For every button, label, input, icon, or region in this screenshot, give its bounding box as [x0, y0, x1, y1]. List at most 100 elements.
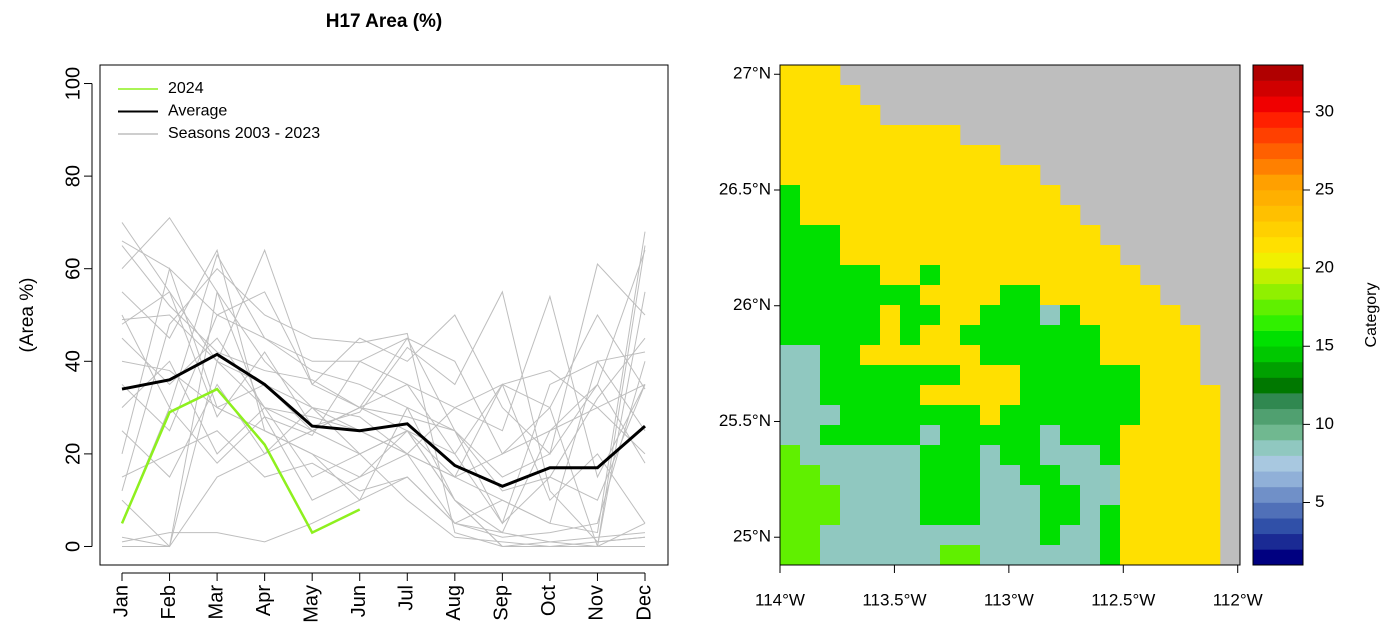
map-cell [880, 525, 901, 546]
colorbar-label: Category [1363, 283, 1380, 348]
season-line [121, 476, 646, 547]
map-cell [1200, 445, 1221, 466]
map-cell [840, 125, 861, 146]
map-cell [1020, 285, 1041, 306]
map-cell [860, 245, 881, 266]
map-cell [940, 445, 961, 466]
map-cell [1060, 325, 1081, 346]
map-cell [960, 345, 981, 366]
map-cell [1100, 545, 1121, 566]
map-cell [780, 445, 801, 466]
map-cell [920, 545, 941, 566]
map-cell [1040, 365, 1061, 386]
map-cell [960, 305, 981, 326]
map-cell [840, 325, 861, 346]
map-cell [960, 465, 981, 486]
map-cell [1020, 225, 1041, 246]
map-cell [860, 425, 881, 446]
map-cell [1040, 465, 1061, 486]
map-cell [1080, 425, 1101, 446]
map-cell [880, 505, 901, 526]
map-cell [880, 485, 901, 506]
map-cell [1080, 465, 1101, 486]
map-cell [900, 125, 921, 146]
map-cell [1000, 305, 1021, 326]
map-cell [1000, 185, 1021, 206]
map-cell [1160, 505, 1181, 526]
map-cell [1100, 425, 1121, 446]
map-cell [840, 525, 861, 546]
map-cell [1040, 505, 1061, 526]
map-cell [920, 185, 941, 206]
colorbar-tick-label: 25 [1315, 179, 1334, 198]
colorbar-swatch [1253, 440, 1303, 456]
map-cell [820, 305, 841, 326]
map-cell [800, 485, 821, 506]
map-cell [960, 385, 981, 406]
map-cell [1020, 465, 1041, 486]
y-tick-label: 100 [62, 67, 84, 100]
map-cell [980, 385, 1001, 406]
map-cell [780, 245, 801, 266]
map-cell [900, 245, 921, 266]
map-cell [780, 345, 801, 366]
map-cell [900, 145, 921, 166]
map-cell [1040, 525, 1061, 546]
colorbar-swatch [1253, 127, 1303, 144]
map-cell [920, 405, 941, 426]
map-cell [780, 305, 801, 326]
map-cell [820, 365, 841, 386]
map-cell [860, 205, 881, 226]
map-cell [980, 285, 1001, 306]
map-cell [800, 365, 821, 386]
map-cell [1180, 345, 1201, 366]
map-cell [840, 105, 861, 126]
map-cell [1080, 385, 1101, 406]
map-cell [1140, 445, 1161, 466]
colorbar-swatch [1253, 502, 1303, 519]
map-cell [840, 365, 861, 386]
y-tick-label: 25°N [733, 527, 771, 546]
map-cell [1200, 385, 1221, 406]
map-cell [780, 165, 801, 186]
map-cell [1060, 525, 1081, 546]
colorbar-swatch [1253, 455, 1303, 472]
map-cell [1060, 225, 1081, 246]
map-cell [780, 385, 801, 406]
colorbar-swatch [1253, 549, 1303, 566]
map-cell [1080, 325, 1101, 346]
y-tick-label: 40 [62, 350, 84, 372]
map-cell [1140, 405, 1161, 426]
map-cell [860, 445, 881, 466]
map-cell [860, 285, 881, 306]
map-cell [880, 145, 901, 166]
map-cell [820, 285, 841, 306]
map-cell [780, 365, 801, 386]
map-cell [800, 285, 821, 306]
map-cell [820, 545, 841, 566]
map-cell [940, 125, 961, 146]
legend-label: Average [168, 103, 227, 120]
map-cell [1100, 505, 1121, 526]
map-cell [1120, 465, 1141, 486]
map-cell [800, 85, 821, 106]
map-cell [1180, 405, 1201, 426]
x-tick-label: Feb [158, 585, 180, 619]
season-line [121, 267, 646, 547]
map-cell [1100, 445, 1121, 466]
map-cell [980, 225, 1001, 246]
map-cell [940, 545, 961, 566]
map-cell [900, 165, 921, 186]
x-tick-label: Jan [110, 585, 132, 617]
map-cell [780, 425, 801, 446]
colorbar-swatch [1253, 533, 1303, 550]
map-cell [1040, 225, 1061, 246]
map-cell [1040, 545, 1061, 566]
map-cell [1120, 405, 1141, 426]
map-cell [940, 265, 961, 286]
map-cell [800, 265, 821, 286]
map-cell [920, 225, 941, 246]
map-cell [860, 365, 881, 386]
map-cell [780, 105, 801, 126]
